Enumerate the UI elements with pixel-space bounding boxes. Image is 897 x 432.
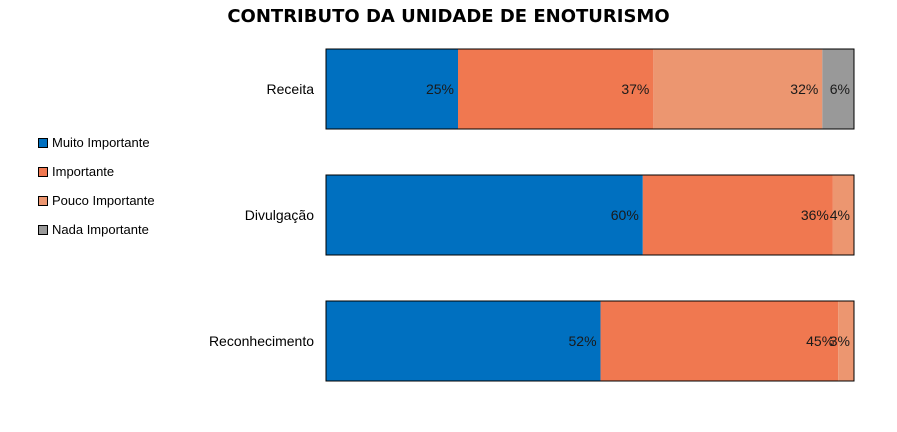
bar-divulgacao-muito-importante bbox=[326, 175, 643, 255]
legend-item-nada-importante: Nada Importante bbox=[38, 215, 155, 244]
bar-outline-divulgacao bbox=[325, 174, 855, 256]
category-label-divulgacao: Divulgação bbox=[245, 207, 314, 223]
legend-swatch-muito-importante bbox=[38, 137, 48, 148]
data-label-divulgacao-muito-importante: 60% bbox=[611, 207, 639, 223]
bar-outline-receita bbox=[325, 48, 855, 130]
legend: Muito Importante Importante Pouco Import… bbox=[38, 128, 155, 244]
category-label-reconhecimento: Reconhecimento bbox=[209, 333, 314, 349]
bar-receita-nada-importante bbox=[822, 49, 854, 129]
bar-outline-reconhecimento bbox=[325, 300, 855, 382]
category-label-receita: Receita bbox=[267, 81, 315, 97]
bar-receita-muito-importante bbox=[326, 49, 458, 129]
legend-item-importante: Importante bbox=[38, 157, 155, 186]
legend-label-nada-importante: Nada Importante bbox=[52, 222, 149, 237]
legend-swatch-nada-importante bbox=[38, 224, 48, 235]
bar-divulgacao-importante bbox=[642, 175, 833, 255]
data-label-reconhecimento-pouco-importante: 3% bbox=[830, 333, 850, 349]
legend-item-muito-importante: Muito Importante bbox=[38, 128, 155, 157]
data-label-reconhecimento-importante: 45% bbox=[806, 333, 834, 349]
bar-receita-importante bbox=[458, 49, 654, 129]
bar-reconhecimento-pouco-importante bbox=[838, 301, 854, 381]
bar-reconhecimento-muito-importante bbox=[326, 301, 601, 381]
bar-reconhecimento-importante bbox=[600, 301, 839, 381]
data-label-divulgacao-pouco-importante: 4% bbox=[830, 207, 850, 223]
legend-label-muito-importante: Muito Importante bbox=[52, 135, 150, 150]
data-label-receita-muito-importante: 25% bbox=[426, 81, 454, 97]
legend-swatch-pouco-importante bbox=[38, 195, 48, 206]
data-label-receita-pouco-importante: 32% bbox=[790, 81, 818, 97]
legend-item-pouco-importante: Pouco Importante bbox=[38, 186, 155, 215]
data-label-receita-importante: 37% bbox=[621, 81, 649, 97]
bar-receita-pouco-importante bbox=[653, 49, 823, 129]
data-label-reconhecimento-muito-importante: 52% bbox=[569, 333, 597, 349]
bar-divulgacao-pouco-importante bbox=[832, 175, 854, 255]
legend-label-pouco-importante: Pouco Importante bbox=[52, 193, 155, 208]
legend-swatch-importante bbox=[38, 166, 48, 177]
data-label-divulgacao-importante: 36% bbox=[801, 207, 829, 223]
legend-label-importante: Importante bbox=[52, 164, 115, 179]
chart-title: CONTRIBUTO DA UNIDADE DE ENOTURISMO bbox=[227, 6, 670, 27]
data-label-receita-nada-importante: 6% bbox=[830, 81, 850, 97]
